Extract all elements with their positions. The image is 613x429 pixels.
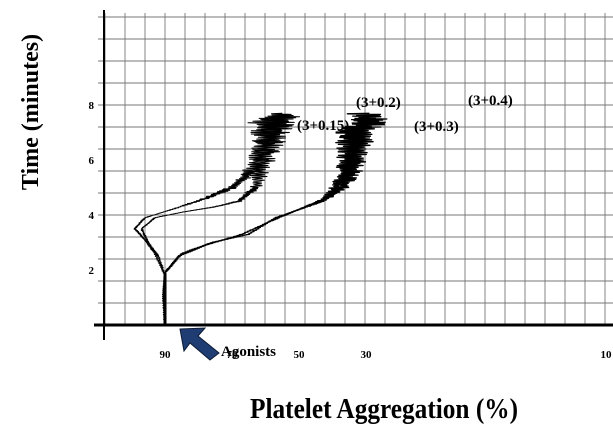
y-axis-label: Time (minutes) (18, 34, 44, 190)
x-tick-label: 70 (227, 349, 239, 361)
series-trace (140, 118, 288, 326)
x-tick-label: 90 (160, 349, 172, 361)
series-trace (162, 112, 388, 326)
axes (94, 10, 613, 340)
y-tick-label: 4 (89, 210, 95, 222)
series-label: (3+0.2) (356, 95, 401, 111)
series-trace (133, 112, 300, 326)
agonist-annotation: Agonists (179, 327, 276, 361)
y-tick-label: 6 (89, 155, 95, 167)
tick-labels: 90 70 50 30 10 2 4 6 8 (89, 100, 613, 361)
y-tick-label: 2 (89, 265, 95, 277)
x-tick-label: 30 (361, 349, 373, 361)
agonist-label: Agonists (221, 344, 276, 360)
x-axis-label: Platelet Aggregation (%) (250, 394, 518, 425)
series-label: (3+0.15) (297, 118, 349, 134)
series-label: (3+0.4) (468, 93, 513, 109)
x-tick-label: 10 (601, 349, 613, 361)
trace-labels: (3+0.15) (3+0.2) (3+0.3) (3+0.4) (297, 93, 513, 135)
series-label: (3+0.3) (414, 119, 459, 135)
series-group (133, 112, 388, 326)
y-tick-label: 8 (89, 100, 95, 112)
agonist-arrow-icon (179, 327, 220, 361)
x-tick-label: 50 (294, 349, 306, 361)
